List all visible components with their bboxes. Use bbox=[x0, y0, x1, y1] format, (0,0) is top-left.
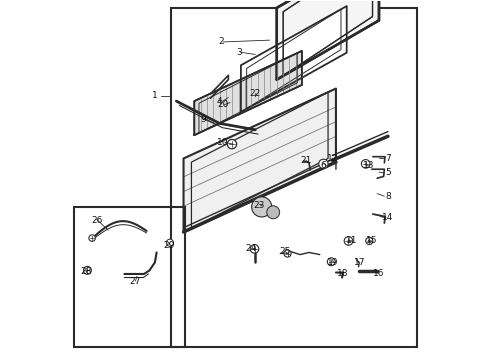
Circle shape bbox=[251, 197, 271, 217]
Text: 21: 21 bbox=[300, 156, 311, 165]
Text: 27: 27 bbox=[129, 276, 141, 285]
Text: 10: 10 bbox=[217, 138, 228, 147]
Circle shape bbox=[267, 205, 271, 209]
Circle shape bbox=[365, 237, 372, 244]
Bar bbox=[171, 8, 416, 347]
Text: 16: 16 bbox=[372, 269, 384, 278]
Text: 13: 13 bbox=[362, 161, 373, 170]
Circle shape bbox=[227, 139, 236, 149]
Circle shape bbox=[266, 206, 279, 219]
Text: 15: 15 bbox=[366, 237, 377, 246]
Circle shape bbox=[264, 201, 269, 205]
Text: 24: 24 bbox=[245, 244, 256, 253]
Circle shape bbox=[253, 209, 258, 213]
Circle shape bbox=[284, 250, 290, 257]
Text: 18: 18 bbox=[337, 269, 348, 278]
Circle shape bbox=[361, 159, 369, 168]
Circle shape bbox=[251, 205, 255, 209]
Polygon shape bbox=[241, 6, 346, 112]
Text: 29: 29 bbox=[163, 241, 175, 250]
Text: 26: 26 bbox=[91, 216, 102, 225]
Circle shape bbox=[344, 237, 352, 245]
Text: 12: 12 bbox=[326, 154, 337, 163]
Circle shape bbox=[166, 239, 173, 246]
Circle shape bbox=[250, 244, 258, 253]
Polygon shape bbox=[194, 51, 301, 135]
Text: 23: 23 bbox=[253, 201, 264, 210]
Text: 1: 1 bbox=[152, 91, 158, 100]
Text: 19: 19 bbox=[326, 258, 337, 267]
Circle shape bbox=[89, 235, 95, 241]
Bar bbox=[74, 207, 185, 347]
Circle shape bbox=[264, 209, 269, 213]
Text: 14: 14 bbox=[382, 213, 393, 222]
Circle shape bbox=[318, 159, 327, 168]
Polygon shape bbox=[276, 0, 378, 80]
Circle shape bbox=[326, 258, 335, 266]
Text: 17: 17 bbox=[353, 258, 364, 267]
Text: 9: 9 bbox=[200, 114, 206, 123]
Text: 22: 22 bbox=[249, 89, 261, 98]
Text: 7: 7 bbox=[384, 154, 390, 163]
Text: 28: 28 bbox=[80, 267, 91, 276]
Text: 25: 25 bbox=[279, 247, 290, 256]
Text: 4: 4 bbox=[216, 96, 222, 105]
Text: 11: 11 bbox=[346, 237, 357, 246]
Circle shape bbox=[83, 266, 91, 274]
Circle shape bbox=[259, 210, 264, 215]
Text: 8: 8 bbox=[384, 192, 390, 201]
Text: 3: 3 bbox=[236, 48, 242, 57]
Text: 20: 20 bbox=[217, 100, 228, 109]
Circle shape bbox=[253, 201, 258, 205]
Text: 5: 5 bbox=[384, 168, 390, 177]
Text: 2: 2 bbox=[218, 37, 224, 46]
Text: 6: 6 bbox=[320, 161, 325, 170]
Polygon shape bbox=[183, 89, 335, 232]
Circle shape bbox=[259, 199, 264, 203]
